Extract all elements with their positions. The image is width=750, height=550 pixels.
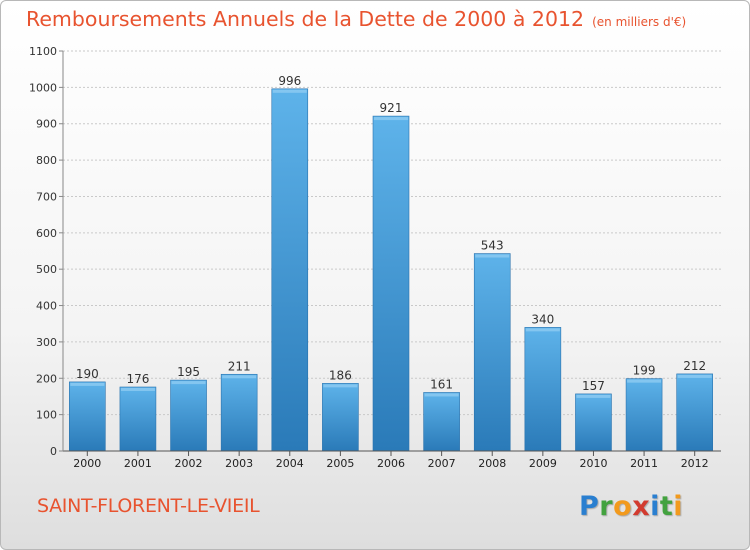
y-tick-label: 100: [36, 409, 57, 422]
y-tick-label: 800: [36, 154, 57, 167]
chart-title-text: Remboursements Annuels de la Dette de 20…: [26, 7, 585, 31]
y-tick-label: 500: [36, 263, 57, 276]
logo-letter: i: [673, 491, 684, 522]
logo-letter: r: [599, 491, 614, 522]
logo-letter: P: [579, 491, 600, 522]
value-label: 186: [329, 368, 352, 382]
logo-letter: o: [613, 491, 633, 522]
logo-letter: x: [632, 491, 651, 522]
bar-highlight: [374, 117, 408, 121]
value-label: 157: [582, 379, 605, 393]
x-tick-label: 2005: [326, 457, 354, 470]
bar-2003: [220, 373, 258, 452]
y-tick-label: 600: [36, 227, 57, 240]
x-tick-label: 2011: [630, 457, 658, 470]
x-tick-label: 2000: [73, 457, 101, 470]
bar-highlight: [475, 254, 510, 258]
logo-letter: t: [659, 491, 674, 522]
x-tick-label: 2008: [478, 457, 506, 470]
chart-unit: (en milliers d'€): [592, 15, 687, 29]
logo-letter: i: [650, 491, 660, 522]
x-tick-label: 2007: [428, 457, 456, 470]
y-tick-label: 1000: [29, 81, 57, 94]
bar-2005: [322, 383, 359, 452]
bar-2004: [271, 88, 309, 452]
value-label: 161: [430, 377, 453, 391]
bar-highlight: [120, 388, 155, 391]
value-label: 190: [76, 367, 99, 381]
bar-2011: [625, 378, 663, 452]
bar-2008: [473, 253, 511, 452]
x-tick-label: 2001: [124, 457, 152, 470]
y-tick-label: 1100: [29, 45, 57, 58]
x-tick-label: 2004: [276, 457, 304, 470]
bar-highlight: [323, 384, 358, 388]
bars: [69, 88, 713, 452]
x-tick-label: 2012: [681, 457, 709, 470]
value-labels: 190 176 195 211 996 186 921 161 543 340 157 199 212: [76, 74, 706, 393]
y-axis-ticks: 0 100 200 300 400 500 600 700 800 900 1000 1100: [29, 45, 63, 458]
bar-2006: [372, 115, 410, 452]
value-label: 176: [126, 372, 149, 386]
x-tick-label: 2002: [175, 457, 203, 470]
chart-title: Remboursements Annuels de la Dette de 20…: [26, 7, 686, 31]
x-tick-label: 2010: [579, 457, 607, 470]
bar-2010: [575, 393, 612, 452]
bar-highlight: [70, 382, 105, 386]
x-tick-label: 2009: [529, 457, 557, 470]
y-tick-label: 300: [36, 336, 57, 349]
bar-2007: [423, 392, 460, 452]
value-label: 921: [380, 101, 403, 115]
y-tick-label: 400: [36, 300, 57, 313]
value-label: 195: [177, 365, 200, 379]
bar-highlight: [272, 89, 307, 93]
value-label: 211: [228, 359, 251, 373]
y-tick-label: 200: [36, 372, 57, 385]
x-tick-label: 2006: [377, 457, 405, 470]
bar-2009: [524, 327, 562, 452]
bar-highlight: [424, 393, 459, 397]
bar-2002: [170, 379, 207, 452]
bar-highlight: [677, 374, 712, 378]
x-tick-label: 2003: [225, 457, 253, 470]
value-label: 212: [683, 359, 706, 373]
place-name: SAINT-FLORENT-LE-VIEIL: [37, 495, 260, 517]
value-label: 996: [278, 74, 301, 88]
value-label: 199: [633, 364, 656, 378]
bar-highlight: [171, 381, 206, 385]
value-label: 543: [481, 239, 504, 253]
bar-highlight: [525, 328, 560, 332]
bar-highlight: [222, 375, 257, 379]
y-tick-label: 700: [36, 190, 57, 203]
value-label: 340: [531, 312, 554, 326]
x-axis-ticks: 2000 2001 2002 2003 2004 2005 2006 2007 2008 2009…: [73, 451, 709, 470]
y-tick-label: 0: [50, 445, 57, 458]
bar-2012: [676, 373, 713, 452]
proxiti-logo[interactable]: Proxiti: [579, 491, 683, 522]
bar-2001: [119, 386, 157, 452]
bar-highlight: [576, 394, 611, 398]
bar-2000: [69, 381, 106, 452]
bar-highlight: [627, 379, 662, 383]
y-tick-label: 900: [36, 118, 57, 131]
